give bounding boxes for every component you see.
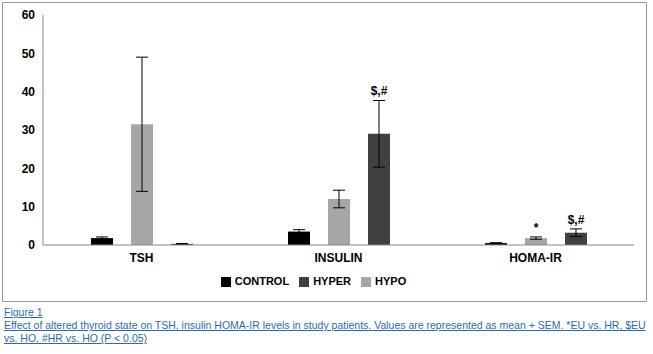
svg-text:*: * [534, 221, 539, 235]
svg-text:10: 10 [22, 200, 36, 214]
html-text:Effect of altered thyroid stat: Effect of altered thyroid state on TSH, … [4, 319, 646, 344]
svg-text:INSULIN: INSULIN [315, 251, 363, 265]
svg-text:20: 20 [22, 162, 36, 176]
html-text:Figure 1: Figure 1 [4, 306, 43, 318]
svg-text:$,#: $,# [371, 84, 388, 98]
svg-text:0: 0 [28, 238, 35, 252]
svg-text:HOMA-IR: HOMA-IR [509, 251, 562, 265]
svg-text:50: 50 [22, 47, 36, 61]
svg-text:40: 40 [22, 85, 36, 99]
svg-text:$,#: $,# [568, 213, 585, 227]
html-text:CONTROL: CONTROL [234, 275, 290, 287]
svg-text:30: 30 [22, 123, 36, 137]
html-text:HYPER: HYPER [313, 275, 351, 287]
svg-text:60: 60 [22, 8, 36, 22]
svg-text:TSH: TSH [130, 251, 154, 265]
html-text:HYPO: HYPO [375, 275, 407, 287]
